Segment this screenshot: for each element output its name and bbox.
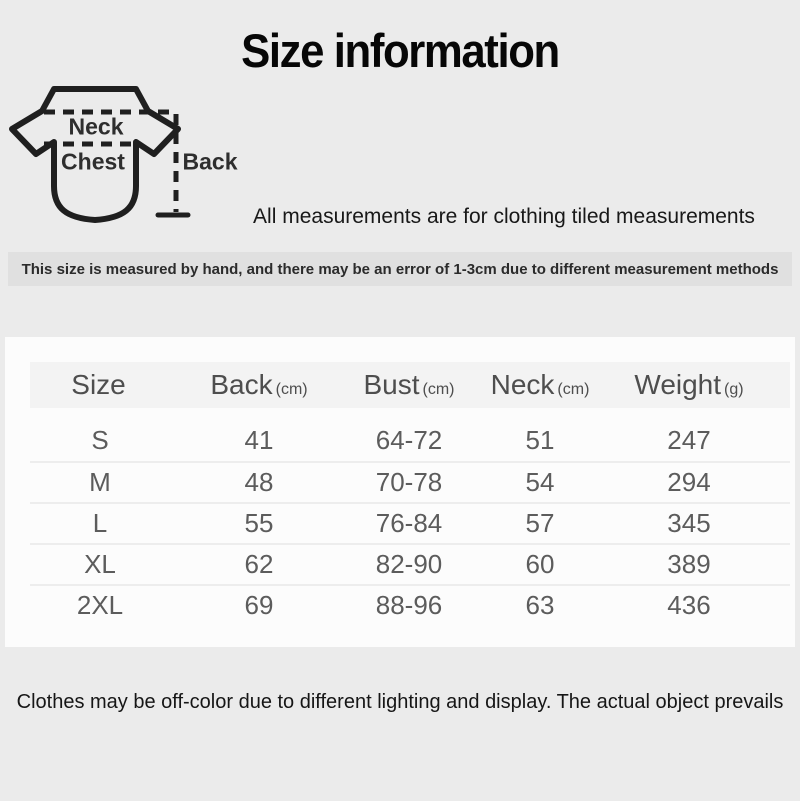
column-header-bust: Bust (cm) — [348, 369, 470, 401]
cell-weight: 294 — [667, 467, 711, 497]
column-header-back: Back (cm) — [170, 369, 348, 401]
size-table: Size Back (cm) Bust (cm) Neck (cm) Weight (g… — [30, 362, 790, 625]
column-header-size: Size — [30, 369, 170, 401]
tolerance-banner: This size is measured by hand, and there… — [8, 252, 792, 286]
tshirt-measurement-diagram: Neck Chest Back — [8, 84, 248, 244]
cell-neck: 54 — [525, 467, 555, 497]
column-header-weight: Weight (g) — [610, 369, 790, 401]
table-row: L 55 76-84 57 345 — [30, 502, 790, 543]
cell-back: 69 — [244, 590, 274, 620]
column-header-label: Bust — [363, 369, 420, 400]
column-header-label: Size — [71, 369, 126, 400]
cell-size: M — [89, 467, 111, 497]
tshirt-icon — [9, 86, 191, 223]
column-header-unit: (g) — [724, 381, 744, 398]
cell-size: 2XL — [76, 590, 124, 620]
table-row: 2XL 69 88-96 63 436 — [30, 584, 790, 625]
table-body: S 41 64-72 51 247 M 48 70-78 54 294 L 55… — [30, 420, 790, 625]
cell-neck: 51 — [525, 425, 555, 455]
column-header-label: Back — [210, 369, 273, 400]
measurement-note: All measurements are for clothing tiled … — [253, 205, 755, 228]
cell-bust: 70-78 — [375, 467, 443, 497]
cell-size: S — [91, 425, 109, 455]
cell-bust: 88-96 — [375, 590, 443, 620]
table-row: XL 62 82-90 60 389 — [30, 543, 790, 584]
cell-weight: 389 — [667, 549, 711, 579]
cell-neck: 63 — [525, 590, 555, 620]
cell-bust: 76-84 — [375, 508, 443, 538]
table-header-row: Size Back (cm) Bust (cm) Neck (cm) Weight (g… — [30, 362, 790, 408]
back-label: Back — [182, 148, 238, 175]
page-title: Size information — [241, 24, 560, 77]
column-header-label: Neck — [490, 369, 555, 400]
cell-size: XL — [84, 549, 116, 579]
chest-label: Chest — [61, 148, 125, 175]
column-header-neck: Neck (cm) — [470, 369, 610, 401]
column-header-label: Weight — [634, 369, 722, 400]
column-header-unit: (cm) — [557, 381, 590, 398]
column-header-unit: (cm) — [422, 381, 455, 398]
footer-note: Clothes may be off-color due to differen… — [16, 691, 784, 713]
cell-bust: 82-90 — [375, 549, 443, 579]
cell-back: 55 — [244, 508, 274, 538]
cell-bust: 64-72 — [375, 425, 443, 455]
cell-back: 62 — [244, 549, 274, 579]
cell-back: 48 — [244, 467, 274, 497]
cell-weight: 436 — [667, 590, 711, 620]
size-table-card: Size Back (cm) Bust (cm) Neck (cm) Weight (g… — [5, 337, 795, 647]
neck-label: Neck — [68, 113, 124, 140]
cell-weight: 247 — [667, 425, 711, 455]
column-header-unit: (cm) — [275, 381, 308, 398]
cell-neck: 57 — [525, 508, 555, 538]
cell-size: L — [92, 508, 108, 538]
cell-weight: 345 — [667, 508, 711, 538]
shirt-outline — [9, 86, 181, 223]
table-row: M 48 70-78 54 294 — [30, 461, 790, 502]
cell-neck: 60 — [525, 549, 555, 579]
cell-back: 41 — [244, 425, 274, 455]
table-row: S 41 64-72 51 247 — [30, 420, 790, 461]
